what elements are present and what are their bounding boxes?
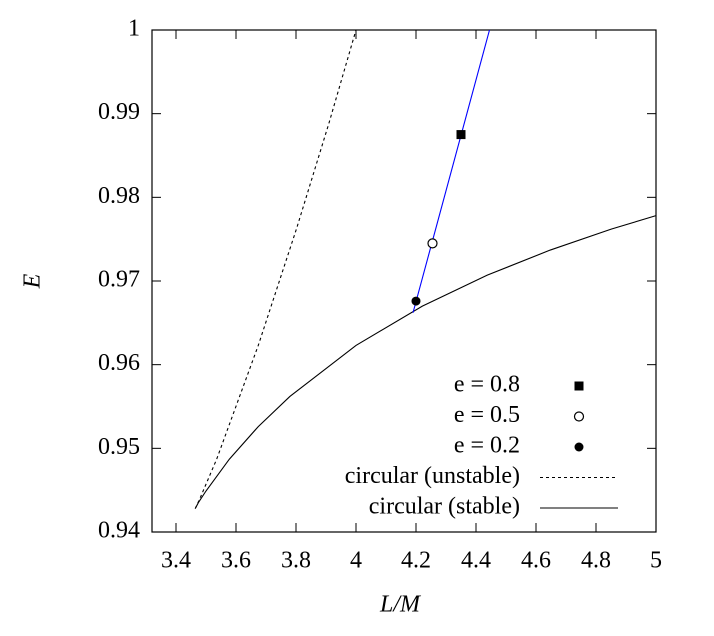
y-tick-label: 0.94	[98, 518, 140, 544]
legend-sample	[574, 442, 584, 452]
x-tick-label: 4.8	[581, 548, 611, 574]
x-tick-label: 5	[650, 548, 662, 574]
marker	[456, 130, 466, 140]
legend-label: circular (stable)	[369, 494, 520, 520]
legend-sample	[573, 411, 585, 422]
x-tick-label: 4.2	[401, 548, 431, 574]
y-axis-label: E	[20, 273, 46, 289]
y-tick-label: 0.96	[98, 350, 140, 376]
y-tick-label: 0.95	[98, 434, 140, 460]
y-tick-label: 0.99	[98, 99, 140, 125]
curve	[194, 29, 357, 509]
y-tick-label: 0.97	[98, 267, 140, 293]
x-tick-label: 4.4	[461, 548, 491, 574]
y-tick-label: 0.98	[98, 183, 140, 209]
legend-label: circular (unstable)	[345, 463, 520, 489]
legend-label: e = 0.2	[454, 433, 520, 459]
x-tick-label: 3.8	[281, 548, 311, 574]
x-axis-label: L/M	[379, 592, 422, 618]
x-tick-label: 4.6	[521, 548, 551, 574]
legend-sample	[574, 381, 584, 391]
x-tick-label: 3.6	[221, 548, 251, 574]
x-tick-label: 3.4	[161, 548, 191, 574]
y-tick-label: 1	[128, 16, 140, 42]
marker	[411, 296, 421, 306]
legend-label: e = 0.5	[454, 402, 520, 428]
x-tick-label: 4	[350, 548, 362, 574]
legend-label: e = 0.8	[454, 372, 520, 398]
plot-frame	[151, 29, 657, 533]
curve	[412, 29, 491, 313]
curve	[194, 215, 656, 509]
marker	[427, 238, 438, 249]
